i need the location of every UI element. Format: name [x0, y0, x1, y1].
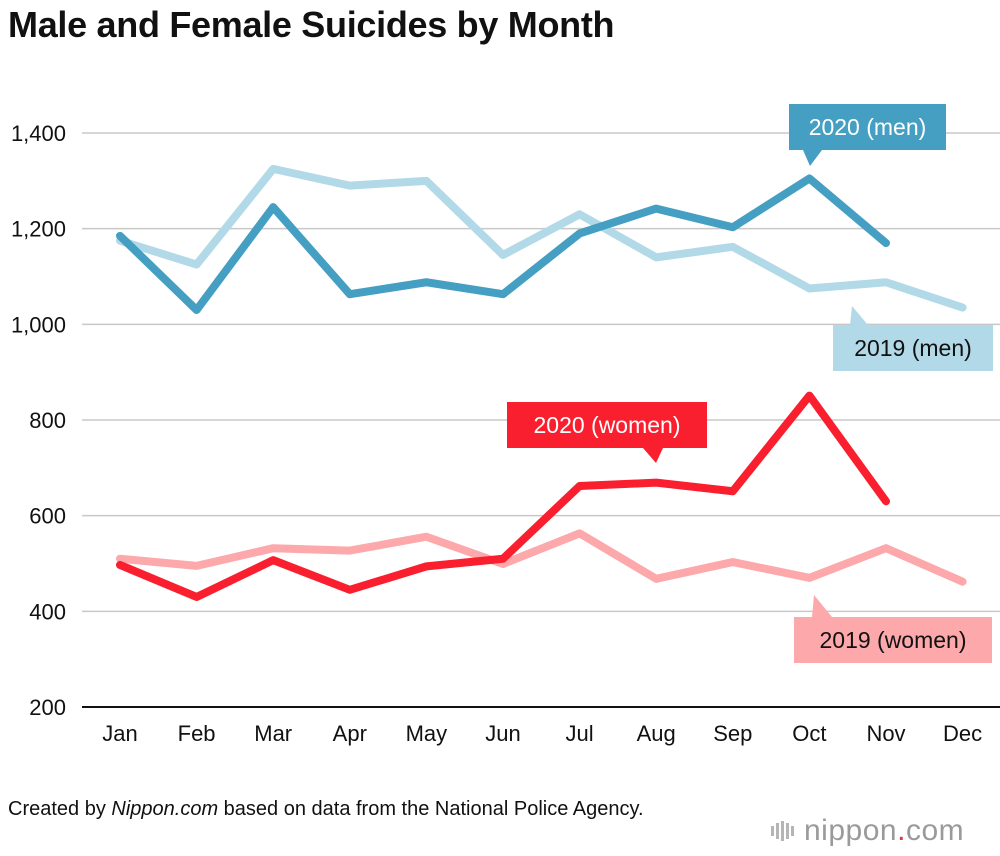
x-tick-label: Dec	[943, 721, 982, 746]
credit-suffix: based on data from the National Police A…	[218, 798, 644, 820]
y-tick-label: 1,000	[11, 312, 66, 337]
nippon-logo: nippon.com	[770, 814, 964, 848]
credit-source: Nippon.com	[111, 798, 219, 820]
series-label-2019-women: 2019 (women)	[819, 627, 966, 653]
series-label-2019-men: 2019 (men)	[854, 335, 972, 361]
nippon-logo-icon	[771, 821, 794, 841]
y-tick-label: 1,400	[11, 121, 66, 146]
y-tick-label: 200	[29, 695, 66, 720]
x-tick-label: Feb	[178, 721, 216, 746]
x-tick-label: May	[406, 721, 448, 746]
y-tick-label: 400	[29, 599, 66, 624]
x-tick-label: Apr	[333, 721, 367, 746]
callout-pointer-2019-men	[850, 306, 868, 325]
callout-pointer-2020-women	[643, 448, 663, 463]
series-label-2020-women: 2020 (women)	[533, 412, 680, 438]
y-tick-label: 800	[29, 408, 66, 433]
x-tick-label: Jan	[102, 721, 137, 746]
x-tick-label: Sep	[713, 721, 752, 746]
y-tick-label: 600	[29, 504, 66, 529]
callout-pointer-2020-men	[803, 150, 822, 166]
x-tick-label: Mar	[254, 721, 292, 746]
line-chart: 200 400 600 800 1,000 1,200 1,400 Jan Feb Mar Apr…	[11, 104, 1000, 746]
x-tick-label: Oct	[792, 721, 826, 746]
chart-title: Male and Female Suicides by Month	[8, 4, 615, 45]
nippon-logo-text: nippon.com	[804, 814, 965, 847]
credit-prefix: Created by	[8, 798, 112, 820]
series-lines	[116, 164, 967, 601]
x-tick-label: Jul	[566, 721, 594, 746]
series-callout-labels: 2020 (men) 2019 (men) 2020 (women) 2019 (wo…	[507, 104, 993, 663]
x-axis-tick-labels: Jan Feb Mar Apr May Jun Jul Aug Sep Oct Nov Dec	[102, 721, 982, 746]
callout-box-2020-women	[507, 402, 707, 448]
x-tick-label: Jun	[485, 721, 520, 746]
series-line-2020-men	[116, 174, 890, 314]
callout-box-2019-men	[833, 325, 993, 371]
y-axis-tick-labels: 200 400 600 800 1,000 1,200 1,400	[11, 121, 66, 720]
series-line-2019-men	[116, 164, 967, 312]
series-line-2019-women	[116, 529, 967, 586]
series-label-2020-men: 2020 (men)	[809, 114, 927, 140]
x-tick-label: Nov	[866, 721, 905, 746]
callout-box-2019-women	[794, 617, 992, 663]
callout-box-2020-men	[789, 104, 946, 150]
callout-pointer-2019-women	[812, 595, 832, 617]
x-tick-label: Aug	[637, 721, 676, 746]
y-tick-label: 1,200	[11, 217, 66, 242]
credit-note: Created by Nippon.com based on data from…	[8, 796, 688, 823]
series-line-2020-women	[116, 391, 890, 601]
